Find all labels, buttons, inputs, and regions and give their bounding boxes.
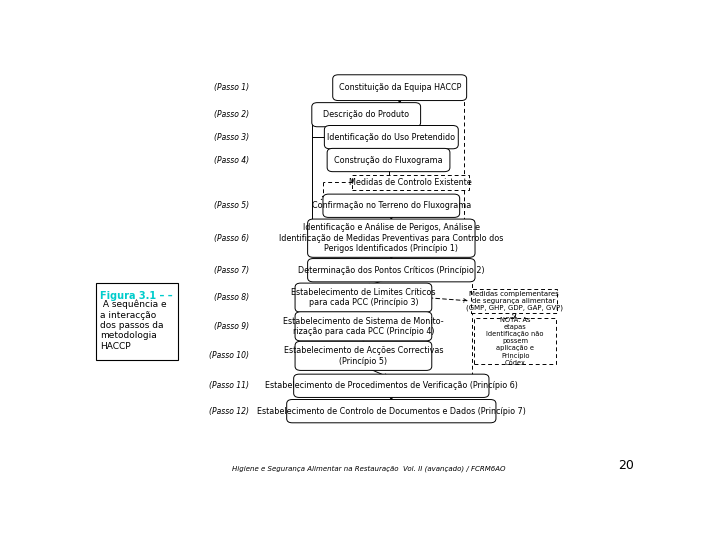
FancyBboxPatch shape: [324, 125, 459, 149]
FancyBboxPatch shape: [474, 319, 557, 364]
Text: NOTA: As
etapas
Identificação não
possem
aplicação e
Princípio
Códex: NOTA: As etapas Identificação não possem…: [487, 317, 544, 366]
Text: Descrição do Produto: Descrição do Produto: [323, 110, 409, 119]
FancyBboxPatch shape: [307, 219, 475, 258]
Text: Estabelecimento de Acções Correctivas
(Princípio 5): Estabelecimento de Acções Correctivas (P…: [284, 346, 444, 366]
Text: Estabelecimento de Controlo de Documentos e Dados (Princípio 7): Estabelecimento de Controlo de Documento…: [257, 407, 526, 416]
Text: (Passo 1): (Passo 1): [214, 83, 249, 92]
Text: Estabelecimento de Sistema de Monito-
rização para cada PCC (Princípio 4): Estabelecimento de Sistema de Monito- ri…: [283, 316, 444, 336]
Text: Confirmação no Terreno do Fluxograma: Confirmação no Terreno do Fluxograma: [312, 201, 471, 210]
FancyBboxPatch shape: [323, 194, 459, 218]
Text: Constituição da Equipa HACCP: Constituição da Equipa HACCP: [338, 83, 461, 92]
Text: (Passo 8): (Passo 8): [214, 293, 249, 302]
Text: Figura 3.1 – –: Figura 3.1 – –: [100, 292, 173, 301]
Text: Estabelecimento de Limites Críticos
para cada PCC (Princípio 3): Estabelecimento de Limites Críticos para…: [291, 288, 436, 307]
FancyBboxPatch shape: [307, 259, 475, 282]
Text: (Passo 2): (Passo 2): [214, 110, 249, 119]
Text: Identificação do Uso Pretendido: Identificação do Uso Pretendido: [328, 133, 455, 141]
Text: (Passo 10): (Passo 10): [209, 352, 249, 360]
Text: Medidas complementares
de segurança alimentar
(GMP, GHP, GDP, GAP, GVP): Medidas complementares de segurança alim…: [466, 291, 562, 311]
Text: Determinação dos Pontos Críticos (Princípio 2): Determinação dos Pontos Críticos (Princí…: [298, 266, 485, 275]
FancyBboxPatch shape: [312, 103, 420, 127]
FancyBboxPatch shape: [295, 341, 432, 370]
Text: (Passo 7): (Passo 7): [214, 266, 249, 275]
Text: (Passo 5): (Passo 5): [214, 201, 249, 210]
FancyBboxPatch shape: [471, 288, 557, 313]
FancyBboxPatch shape: [295, 283, 432, 312]
Text: Estabelecimento de Procedimentos de Verificação (Princípio 6): Estabelecimento de Procedimentos de Veri…: [265, 381, 518, 390]
Text: A sequência e
a interacção
dos passos da
metodologia
HACCP: A sequência e a interacção dos passos da…: [100, 300, 166, 351]
Text: (Passo 12): (Passo 12): [209, 407, 249, 416]
Text: (Passo 11): (Passo 11): [209, 381, 249, 390]
Text: (Passo 3): (Passo 3): [214, 133, 249, 141]
Text: Higiene e Segurança Alimentar na Restauração  Vol. II (avançado) / FCRM6AO: Higiene e Segurança Alimentar na Restaur…: [233, 465, 505, 472]
Text: Construção do Fluxograma: Construção do Fluxograma: [334, 156, 443, 165]
Text: (Passo 6): (Passo 6): [214, 234, 249, 242]
Text: (Passo 4): (Passo 4): [214, 156, 249, 165]
FancyBboxPatch shape: [333, 75, 467, 100]
FancyBboxPatch shape: [295, 312, 432, 341]
FancyBboxPatch shape: [287, 400, 496, 423]
Text: (Passo 9): (Passo 9): [214, 322, 249, 331]
Text: Medidas de Controlo Existente: Medidas de Controlo Existente: [349, 178, 472, 186]
FancyBboxPatch shape: [96, 283, 178, 360]
FancyBboxPatch shape: [294, 374, 489, 397]
Text: 20: 20: [618, 460, 634, 472]
Text: Identificação e Análise de Perigos, Análise e
Identificação de Medidas Preventiv: Identificação e Análise de Perigos, Anál…: [279, 223, 503, 253]
FancyBboxPatch shape: [327, 148, 450, 172]
FancyBboxPatch shape: [352, 174, 469, 190]
